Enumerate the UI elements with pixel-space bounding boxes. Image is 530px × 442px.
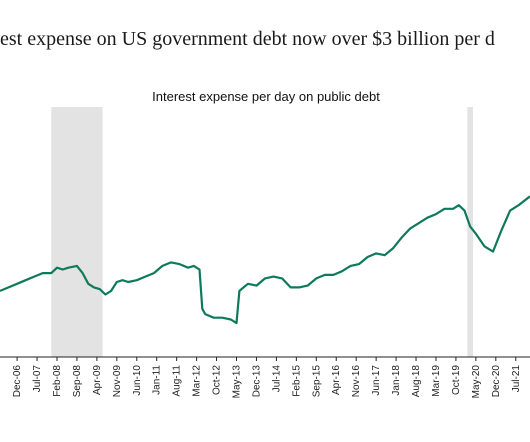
x-tick-label: Jun-10 <box>132 365 143 396</box>
x-tick-label: Mar-12 <box>192 365 203 397</box>
x-tick-label: Dec-20 <box>491 365 502 398</box>
x-tick-label: Aug-18 <box>411 365 422 398</box>
recession-band-1 <box>51 107 103 357</box>
x-tick-label: Feb-08 <box>52 365 63 397</box>
x-tick-label: May-13 <box>232 365 243 399</box>
x-tick-label: Jan-18 <box>391 365 402 396</box>
x-tick-label: Mar-19 <box>431 365 442 397</box>
page-title: est expense on US government debt now ov… <box>0 28 495 50</box>
x-tick-label: Jan-11 <box>152 365 163 395</box>
x-tick-label: Nov-16 <box>351 365 362 398</box>
recession-shading <box>51 107 474 357</box>
x-axis-ticks: Dec-06 Jul-07 Feb-08 Sep-08 Apr-09 Nov-09 Jun-… <box>12 357 522 398</box>
x-tick-label: Sep-08 <box>72 365 83 398</box>
recession-band-2 <box>467 107 474 357</box>
x-tick-label: Oct-12 <box>212 365 223 395</box>
x-tick-label: Dec-13 <box>251 365 262 398</box>
x-tick-label: Oct-19 <box>451 365 462 395</box>
x-tick-label: May-20 <box>471 365 482 399</box>
series-line-1 <box>0 195 530 325</box>
x-tick-label: Aug-11 <box>172 365 183 397</box>
x-tick-label: Jun-17 <box>371 365 382 396</box>
x-tick-label: Jul-14 <box>271 365 282 393</box>
x-tick-label: Apr-09 <box>92 365 103 395</box>
x-tick-label: Jul-21 <box>511 365 522 393</box>
x-tick-label: Nov-09 <box>112 365 123 398</box>
x-tick-label: Jul-07 <box>32 365 43 393</box>
x-tick-label: Feb-15 <box>291 365 302 397</box>
x-tick-label: Sep-15 <box>311 365 322 398</box>
x-tick-label: Dec-06 <box>12 365 23 398</box>
series-layer <box>0 195 530 325</box>
chart-subtitle: Interest expense per day on public debt <box>152 89 380 104</box>
x-tick-label: Apr-16 <box>331 365 342 395</box>
